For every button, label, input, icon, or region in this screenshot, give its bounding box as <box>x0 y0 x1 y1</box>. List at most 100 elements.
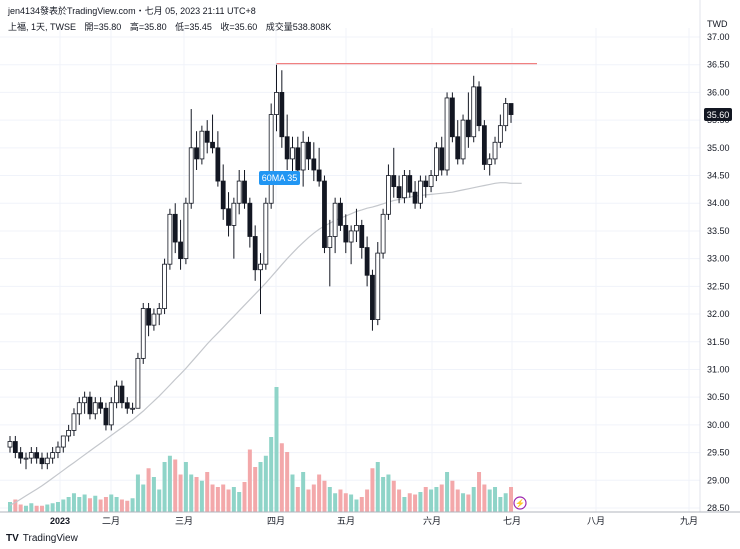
volume-bar <box>253 467 258 512</box>
candle-body <box>306 141 311 160</box>
volume-bar <box>365 489 370 512</box>
time-tick-label: 六月 <box>423 515 441 526</box>
candle-body <box>92 402 98 415</box>
candle <box>338 197 343 231</box>
volume-bar <box>13 499 18 512</box>
candle-body <box>460 119 466 160</box>
candle <box>23 452 29 470</box>
volume-bar <box>29 503 34 512</box>
candle <box>252 225 258 281</box>
candle-body <box>135 357 141 409</box>
volume-bar <box>119 499 124 512</box>
time-axis[interactable]: 2023 二月 三月 四月 五月 六月 七月 八月 九月 <box>50 515 698 526</box>
candle <box>55 441 61 459</box>
candle-body <box>124 402 130 409</box>
event-marker[interactable] <box>513 496 527 510</box>
volume-bar <box>23 505 28 512</box>
candle-body <box>188 147 194 204</box>
volume-bar <box>61 499 66 512</box>
symbol-label[interactable]: 上福, 1天, TWSE <box>8 22 77 32</box>
tradingview-logo[interactable]: TV TradingView <box>6 533 78 544</box>
time-tick-label: 七月 <box>503 516 521 526</box>
candle-body <box>295 147 301 171</box>
ma-label-badge <box>259 171 300 185</box>
candle <box>268 103 274 209</box>
time-tick-label: 2023 <box>50 516 70 526</box>
volume-bar <box>386 474 391 512</box>
volume-bar <box>418 492 423 512</box>
candle <box>370 269 375 331</box>
candle-body <box>380 213 386 254</box>
candle <box>71 408 77 436</box>
candle-body <box>156 308 162 315</box>
price-tick-label: 31.50 <box>707 337 730 347</box>
volume-bar <box>402 497 407 512</box>
volume-bar <box>445 472 450 512</box>
volume-bar <box>141 484 146 512</box>
candle-body <box>316 169 322 182</box>
price-tick-label: 30.50 <box>707 392 730 402</box>
candle <box>92 397 98 420</box>
volume-bar <box>215 487 220 512</box>
candle <box>300 131 306 187</box>
candle-body <box>407 175 413 193</box>
candle-body <box>66 430 72 437</box>
candle <box>263 197 269 270</box>
candle <box>226 192 231 237</box>
time-tick-label: 四月 <box>267 516 285 526</box>
candle <box>114 380 119 409</box>
ma60-series <box>9 182 522 506</box>
candle <box>7 435 13 453</box>
volume-bar <box>146 468 151 512</box>
candle-body <box>359 224 365 248</box>
candle <box>220 164 226 220</box>
candle <box>316 147 322 187</box>
chart-attribution: jen4134發表於TradingView.com・七月 05, 2023 21… <box>8 6 256 16</box>
candle-body <box>386 175 391 215</box>
candle-body <box>375 252 381 320</box>
candle <box>44 452 50 470</box>
candle <box>412 181 418 209</box>
volume-bar <box>199 480 204 512</box>
candle-body <box>338 202 343 226</box>
candle-body <box>231 202 237 226</box>
candle <box>476 81 482 132</box>
volume-bar <box>205 472 210 512</box>
volume-bar <box>151 477 156 512</box>
volume-bar <box>18 504 23 512</box>
candle-body <box>242 180 247 204</box>
open-value: 開=35.80 <box>84 22 122 32</box>
volume-bar <box>450 480 455 512</box>
candle <box>279 70 285 148</box>
candle-body <box>103 407 109 426</box>
volume-bar <box>269 437 274 512</box>
candle-body <box>370 274 375 321</box>
price-tick-label: 35.00 <box>707 143 730 153</box>
candle-body <box>449 97 455 138</box>
volume-bar <box>87 498 92 512</box>
volume-bar <box>477 472 482 512</box>
candle-body <box>487 158 493 165</box>
candle-body <box>444 97 450 171</box>
candle <box>391 147 397 198</box>
time-tick-label: 二月 <box>102 516 120 526</box>
volume-bar <box>114 497 119 512</box>
last-price-badge <box>704 108 732 121</box>
price-axis[interactable]: 37.0036.5036.0035.5035.0034.5034.0033.50… <box>707 32 730 513</box>
candle-body <box>183 202 189 260</box>
candle-body <box>44 457 50 465</box>
candle <box>183 197 189 265</box>
lightning-icon: ⚡ <box>515 498 525 508</box>
time-tick-label: 五月 <box>337 516 355 526</box>
volume-bar <box>317 474 322 512</box>
candle-body <box>7 441 13 448</box>
price-tick-label: 32.50 <box>707 281 730 291</box>
volume-bar <box>509 487 514 512</box>
volume-bar <box>503 493 508 512</box>
price-tick-label: 34.00 <box>707 198 730 208</box>
price-tick-label: 28.50 <box>707 503 730 513</box>
candle-body <box>455 136 461 160</box>
candle-body <box>28 452 34 459</box>
candle-body <box>98 402 104 409</box>
